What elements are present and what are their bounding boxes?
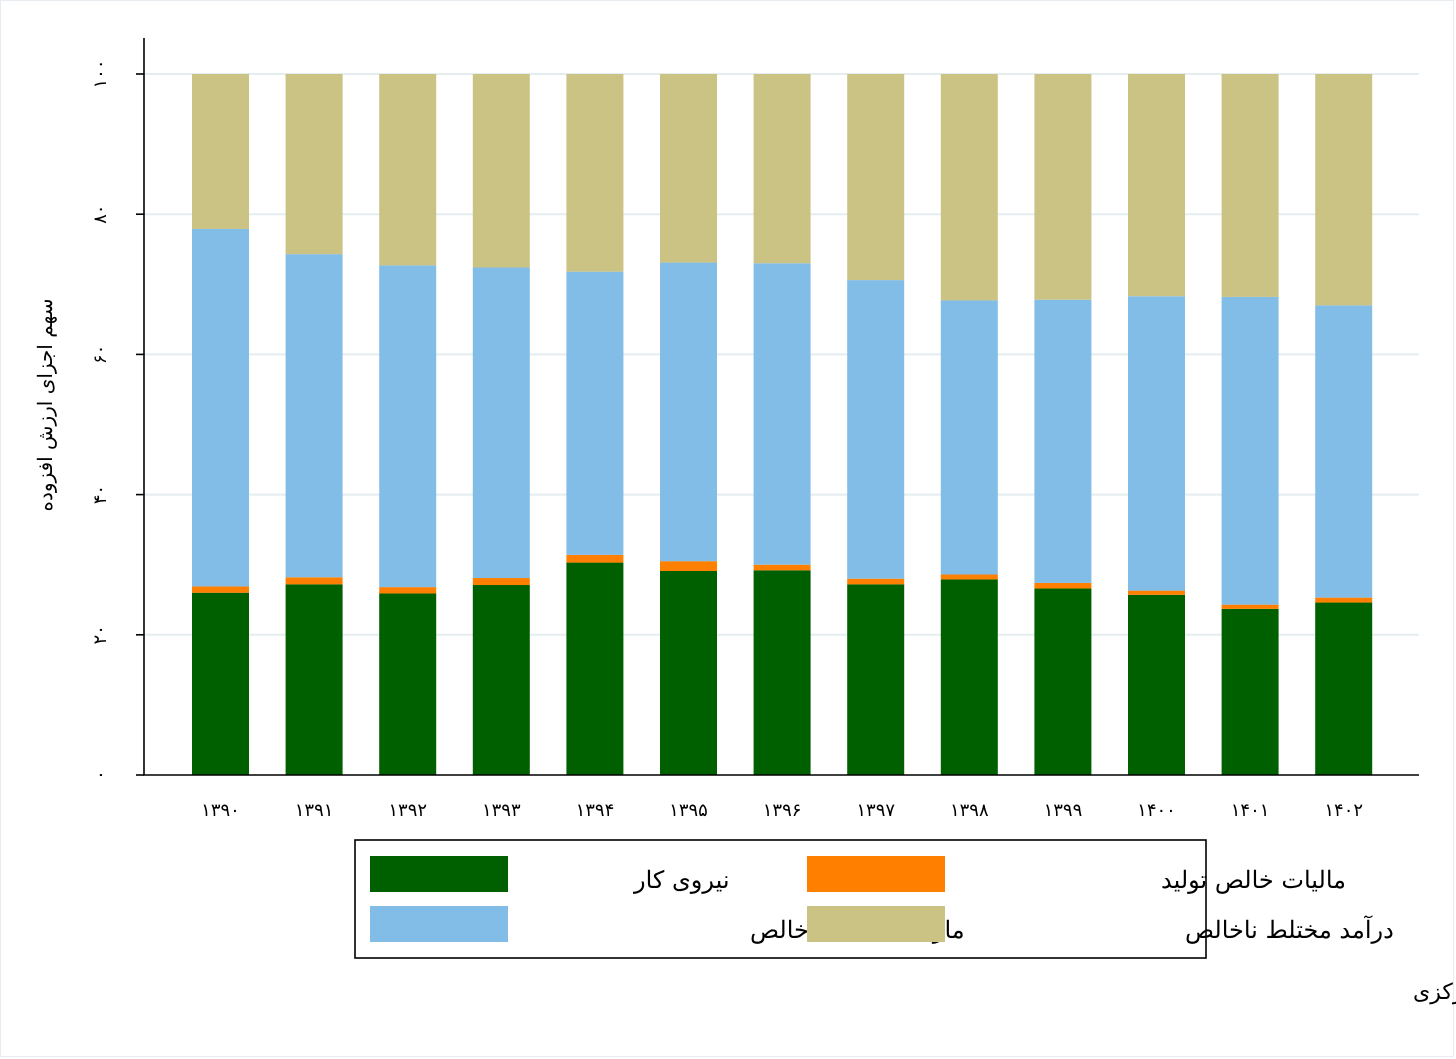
- bar-segment: [1221, 296, 1279, 605]
- bar-segment: [379, 587, 437, 594]
- legend: نیروی کار مالیات خالص تولید مازاد عملیات…: [354, 839, 1394, 959]
- bar-segment: [1128, 296, 1185, 591]
- bar-segment: [940, 300, 998, 575]
- bar-segment: [940, 579, 998, 775]
- x-tick-label: ۱۳۹۱: [295, 800, 334, 821]
- bar-segment: [1315, 597, 1373, 603]
- bar-segment: [472, 74, 530, 268]
- bar-segment: [1221, 604, 1279, 609]
- bar-segment: [660, 262, 717, 562]
- bar-segment: [566, 74, 624, 272]
- bar-segment: [192, 592, 249, 775]
- bar-segment: [847, 584, 905, 775]
- bar-segment: [1034, 74, 1092, 300]
- x-tick-label: ۱۳۹۷: [856, 800, 895, 821]
- y-ticks: ۰ ۲۰ ۴۰ ۶۰ ۸۰ ۱۰۰: [90, 59, 144, 780]
- bar-segment: [285, 584, 343, 775]
- bar-segment: [940, 574, 998, 580]
- bar-segment: [940, 74, 998, 301]
- legend-label-labor: نیروی کار: [633, 866, 730, 894]
- y-tick-label: ۶۰: [90, 345, 111, 364]
- y-tick-label: ۴۰: [90, 485, 111, 504]
- legend-swatch-tax: [807, 856, 945, 892]
- x-tick-label: ۱۴۰۱: [1231, 800, 1270, 821]
- bar-segment: [847, 280, 905, 579]
- bar-segment: [753, 263, 811, 565]
- bar-segment: [379, 265, 437, 588]
- bar-segment: [1128, 590, 1185, 595]
- x-tick-label: ۱۳۹۲: [388, 800, 427, 821]
- x-tick-label: ۱۳۹۸: [950, 800, 989, 821]
- bar-segment: [1221, 608, 1279, 775]
- legend-swatch-surplus: [370, 906, 508, 942]
- bar-segment: [660, 74, 717, 263]
- bar-segment: [1034, 582, 1092, 589]
- legend-label-tax: مالیات خالص تولید: [1161, 866, 1346, 894]
- bar-segment: [285, 254, 343, 578]
- bar-segment: [847, 578, 905, 585]
- y-tick-label: ۰: [90, 770, 111, 780]
- legend-swatch-mixed-income: [807, 906, 945, 942]
- x-ticks: ۱۳۹۰ ۱۳۹۱ ۱۳۹۲ ۱۳۹۳ ۱۳۹۴ ۱۳۹۵ ۱۳۹۶ ۱۳۹۷ ۱۳۹۸ ۱۳۹۹…: [201, 800, 1363, 821]
- x-tick-label: ۱۴۰۲: [1324, 800, 1363, 821]
- bar-segment: [1128, 594, 1185, 775]
- bar-segment: [379, 74, 437, 266]
- bar-segment: [1315, 602, 1373, 775]
- bar-segment: [753, 564, 811, 571]
- bar-segment: [472, 267, 530, 579]
- y-tick-label: ۱۰۰: [90, 59, 111, 88]
- bar-segment: [1034, 588, 1092, 775]
- bar-segment: [285, 74, 343, 255]
- bar-segment: [192, 74, 249, 229]
- bar-segment: [753, 570, 811, 775]
- y-axis-label: سهم اجزای ارزش افزوده: [33, 298, 57, 511]
- x-tick-label: ۱۳۹۹: [1044, 800, 1083, 821]
- bar-segment: [847, 74, 905, 281]
- bar-segment: [379, 593, 437, 775]
- bar-segment: [192, 586, 249, 593]
- y-tick-label: ۲۰: [90, 625, 111, 644]
- source-note: منبع: حساب‌های ملی بانک مرکزی: [1413, 980, 1456, 1005]
- bar-segment: [566, 562, 624, 775]
- bars: [192, 74, 1373, 775]
- x-tick-label: ۱۳۹۰: [201, 800, 240, 821]
- x-tick-label: ۱۳۹۳: [482, 800, 521, 821]
- x-tick-label: ۱۴۰۰: [1137, 800, 1176, 821]
- x-tick-label: ۱۳۹۵: [669, 800, 708, 821]
- bar-segment: [472, 578, 530, 586]
- x-tick-label: ۱۳۹۶: [763, 800, 802, 821]
- bar-segment: [566, 554, 624, 563]
- legend-swatch-labor: [370, 856, 508, 892]
- bar-segment: [1315, 74, 1373, 306]
- bar-segment: [660, 561, 717, 572]
- bar-segment: [1128, 74, 1185, 297]
- bar-segment: [192, 228, 249, 587]
- axes: [143, 38, 1419, 776]
- bar-segment: [1315, 305, 1373, 598]
- bar-segment: [472, 585, 530, 775]
- legend-label-mixed-income: درآمد مختلط ناخالص: [1185, 915, 1394, 944]
- bar-segment: [566, 271, 624, 555]
- bar-segment: [1221, 74, 1279, 297]
- y-tick-label: ۸۰: [90, 205, 111, 224]
- bar-segment: [285, 577, 343, 585]
- bar-segment: [660, 571, 717, 775]
- x-tick-label: ۱۳۹۴: [576, 800, 615, 821]
- bar-segment: [753, 74, 811, 264]
- bar-segment: [1034, 299, 1092, 583]
